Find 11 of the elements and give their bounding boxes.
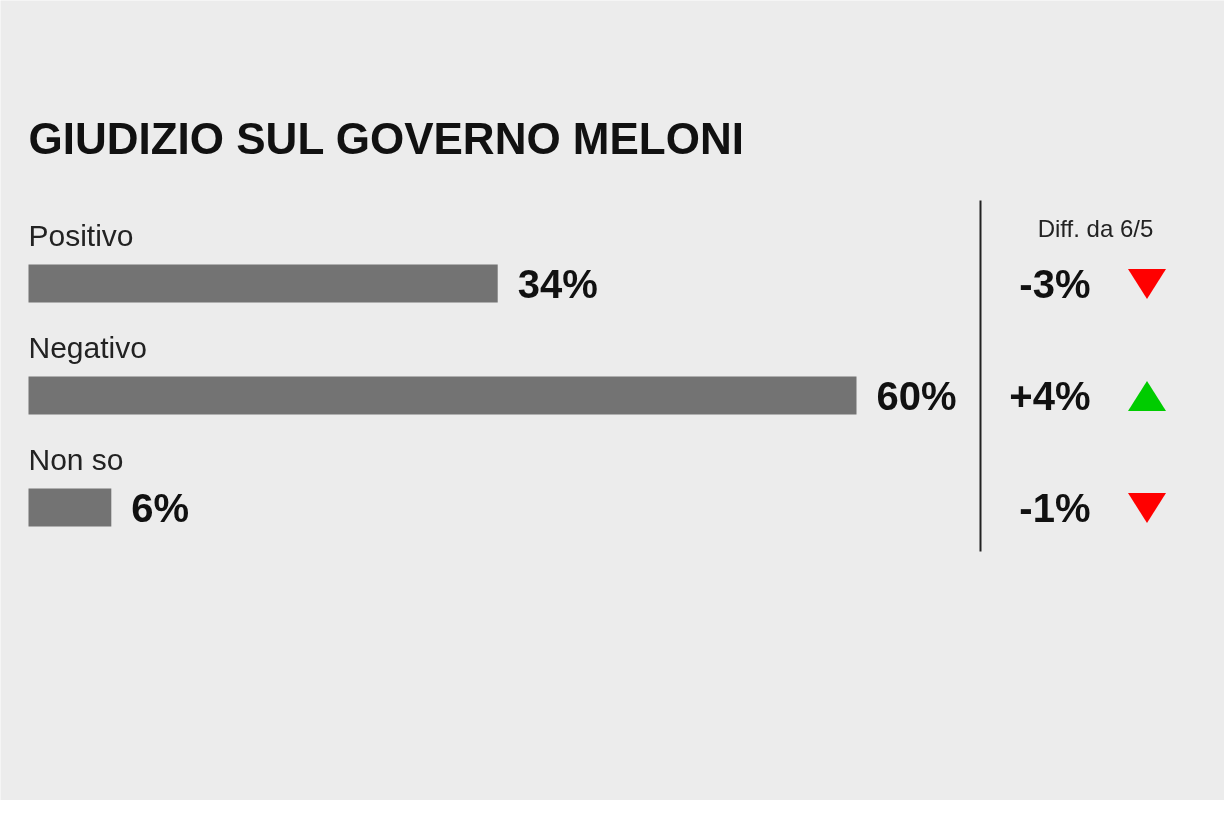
text: -3% — [1019, 261, 1091, 306]
text: -1% — [1019, 485, 1091, 530]
text: Diff. da 6/5 — [1037, 215, 1154, 242]
y-tick-label: Non so — [28, 443, 124, 476]
y-tick-label: Negativo — [28, 331, 147, 364]
data-label: 60% — [876, 373, 957, 418]
y-tick-label: Positivo — [28, 219, 134, 252]
chart-title: GIUDIZIO SUL GOVERNO MELONI — [28, 114, 744, 163]
text: +4% — [1009, 373, 1091, 418]
data-label: 6% — [131, 485, 190, 530]
data-label: 34% — [517, 261, 598, 306]
